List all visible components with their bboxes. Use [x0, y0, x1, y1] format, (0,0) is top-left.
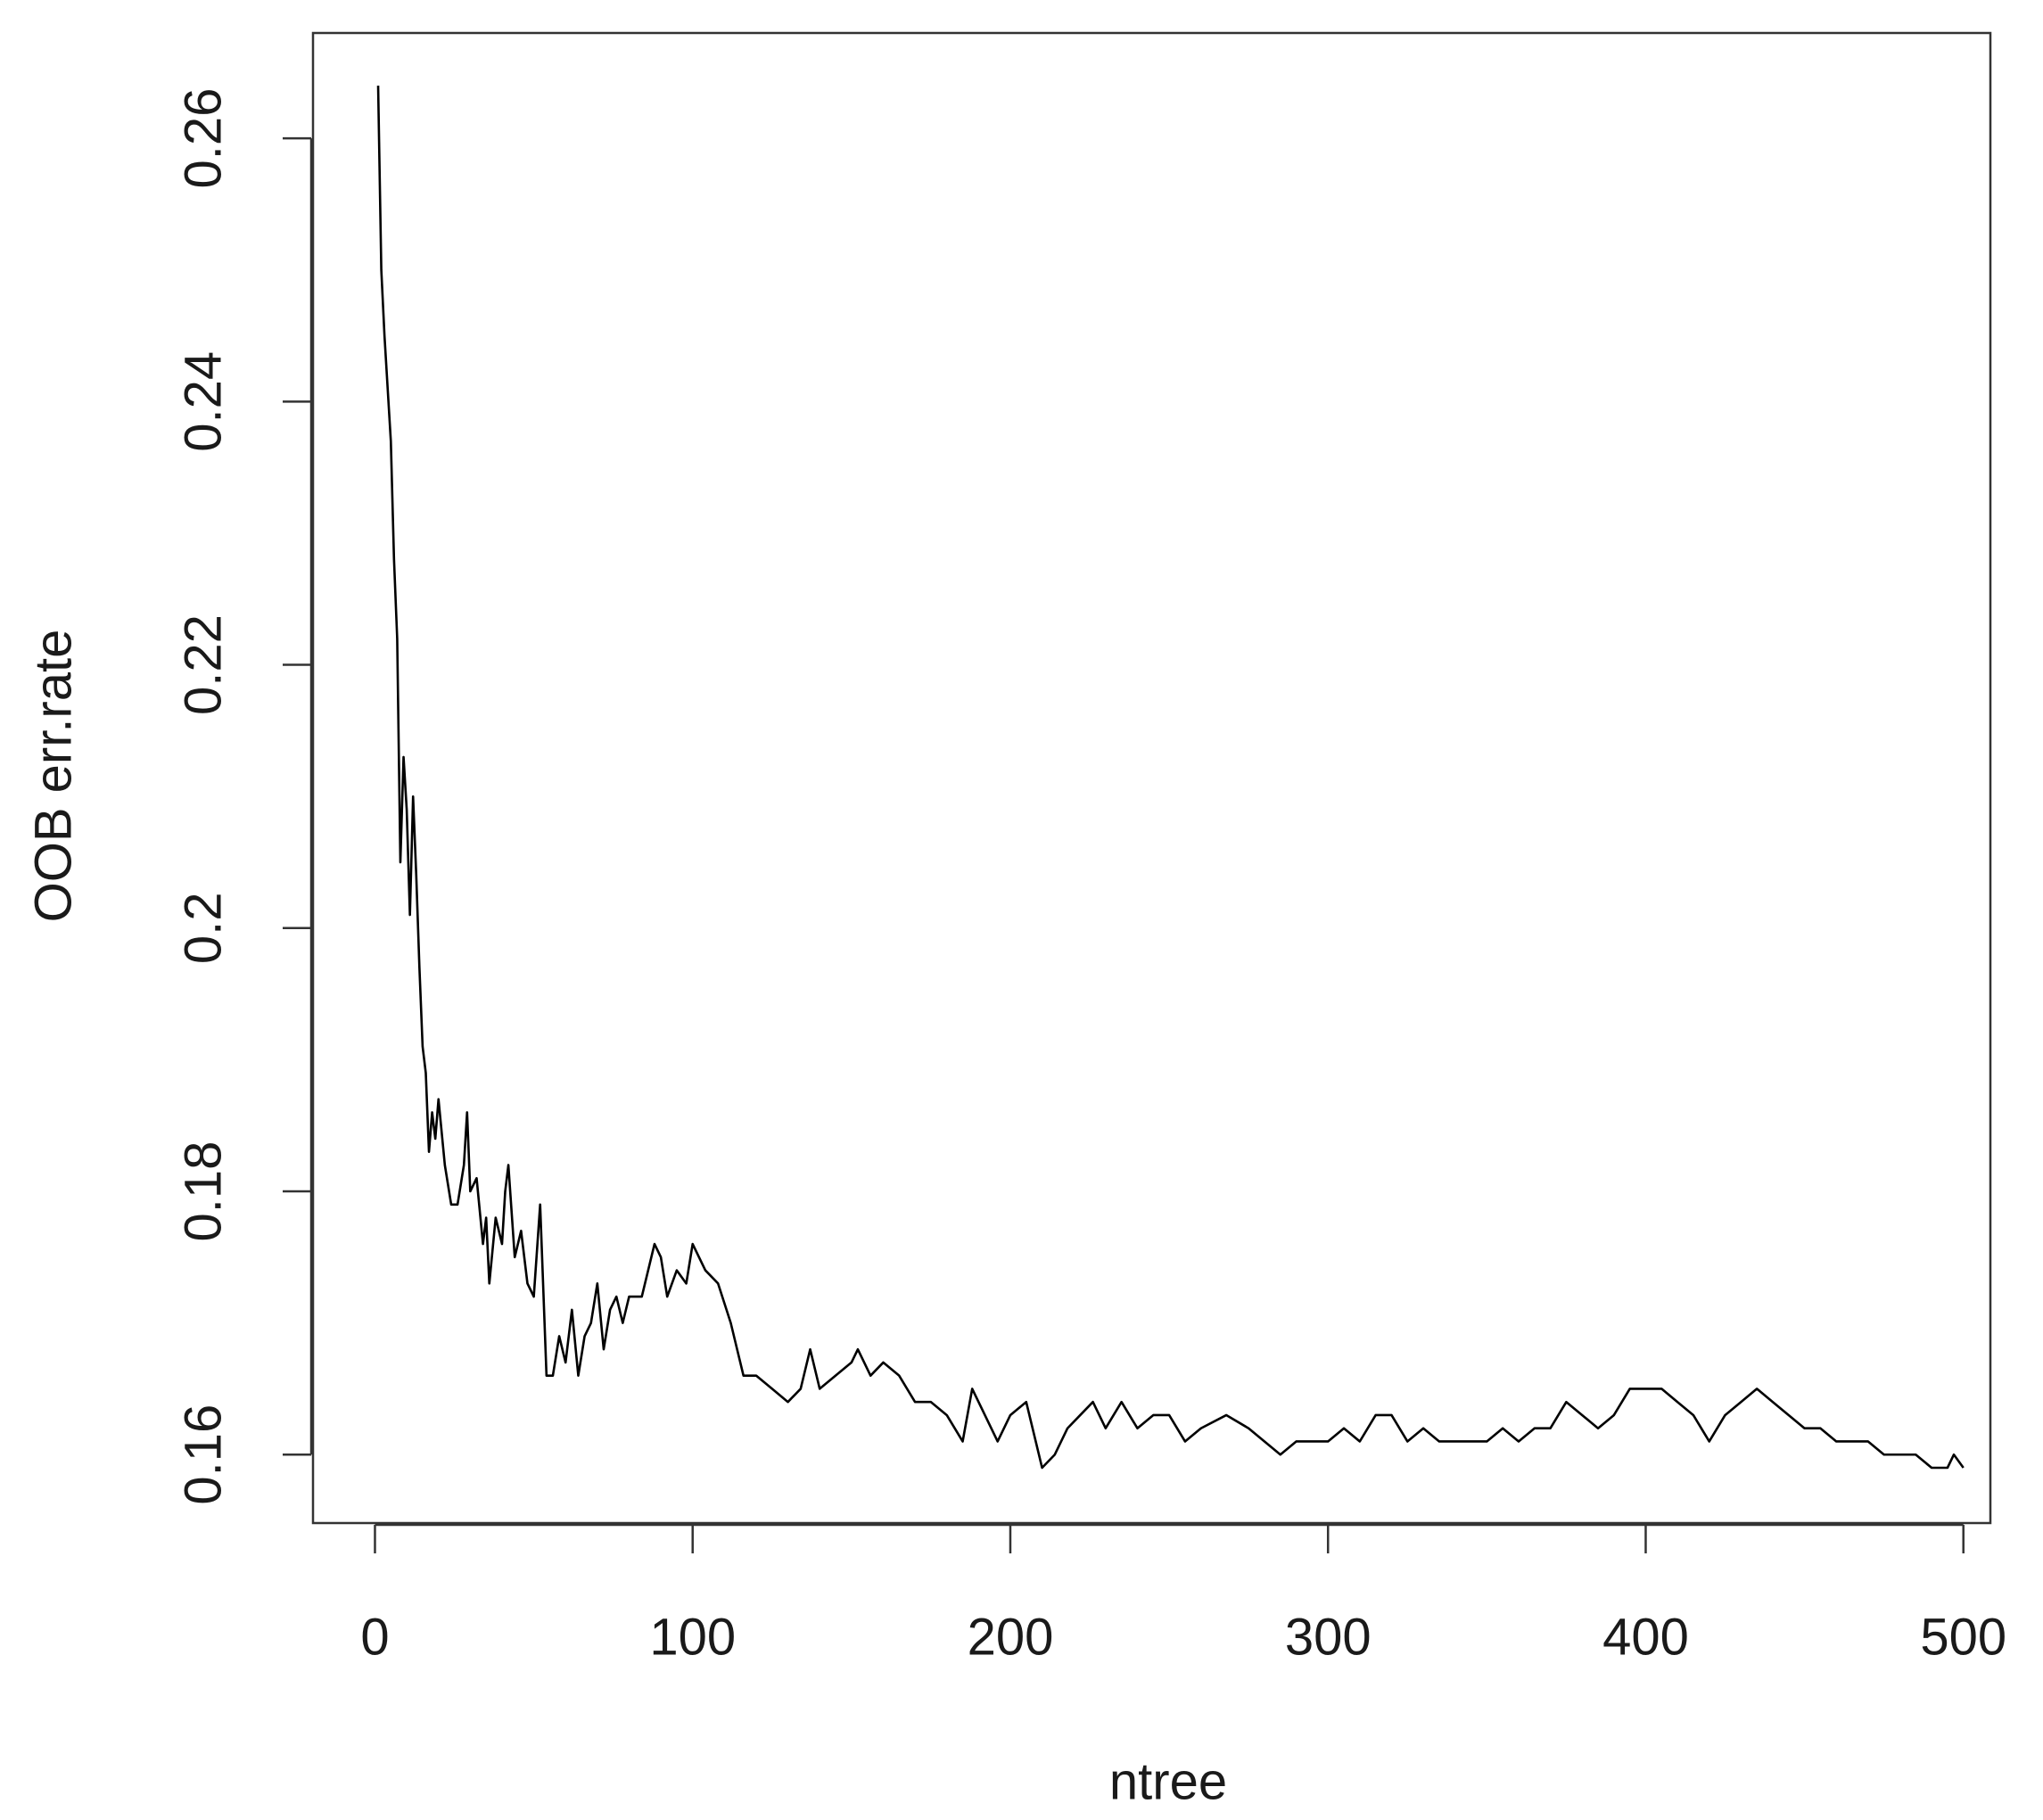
y-tick-label: 0.24 [174, 351, 232, 452]
y-tick-label: 0.26 [174, 88, 232, 189]
x-tick-label: 100 [649, 1608, 736, 1666]
data-line [376, 86, 1965, 1470]
y-axis-title: OOB err.rate [24, 630, 82, 923]
y-tick-label: 0.2 [174, 892, 232, 964]
x-tick-label: 500 [1920, 1608, 2006, 1666]
x-tick-label: 0 [360, 1608, 389, 1666]
x-tick-label: 200 [968, 1608, 1054, 1666]
y-tick-label: 0.16 [174, 1404, 232, 1505]
y-tick-label: 0.18 [174, 1141, 232, 1242]
x-tick-label: 400 [1602, 1608, 1689, 1666]
x-axis-title: ntree [1109, 1752, 1227, 1810]
plot-box [311, 31, 1992, 1525]
y-tick-label: 0.22 [174, 614, 232, 715]
x-tick-label: 300 [1285, 1608, 1372, 1666]
